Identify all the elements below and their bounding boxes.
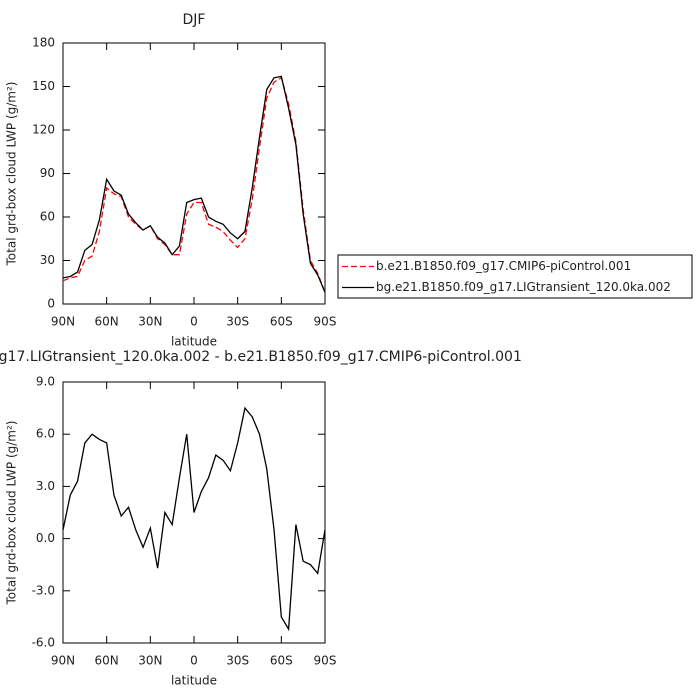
y-tick-label: 180	[32, 36, 55, 50]
data-line	[62, 406, 326, 632]
x-tick-label: 60N	[95, 315, 119, 329]
y-axis-label: Total grd-box cloud LWP (g/m²)	[5, 82, 19, 267]
x-tick-label: 90N	[51, 654, 75, 668]
chart-title: DJF	[183, 12, 206, 28]
x-tick-label: 60S	[270, 654, 293, 668]
x-tick-label: 0	[190, 654, 198, 668]
x-tick-label: 90N	[51, 315, 75, 329]
y-tick-label: 6.0	[36, 427, 55, 441]
x-axis-label: latitude	[171, 674, 217, 688]
plot-frame	[62, 42, 326, 305]
legend-box	[337, 254, 693, 299]
x-tick-label: 0	[190, 315, 198, 329]
x-tick-label: 60S	[270, 315, 293, 329]
x-axis-label: latitude	[171, 335, 217, 349]
legend-label: b.e21.B1850.f09_g17.CMIP6-piControl.001	[376, 259, 631, 273]
y-tick-label: -3.0	[32, 583, 55, 597]
y-tick-label: 60	[40, 210, 55, 224]
data-line	[62, 75, 326, 293]
y-tick-label: 90	[40, 166, 55, 180]
x-tick-label: 30S	[226, 315, 249, 329]
x-tick-label: 30N	[138, 315, 162, 329]
data-line	[62, 76, 326, 293]
y-tick-label: 9.0	[36, 375, 55, 389]
y-tick-label: -6.0	[32, 636, 55, 650]
x-tick-label: 90S	[314, 315, 337, 329]
y-tick-label: 0.0	[36, 531, 55, 545]
y-tick-label: 120	[32, 123, 55, 137]
chart-title: bg.e21.B1850.f09_g17.LIGtransient_120.0k…	[0, 349, 522, 365]
y-tick-label: 3.0	[36, 479, 55, 493]
x-tick-label: 30N	[138, 654, 162, 668]
x-tick-label: 30S	[226, 654, 249, 668]
x-tick-label: 90S	[314, 654, 337, 668]
y-tick-label: 150	[32, 79, 55, 93]
y-axis-label: Total grd-box cloud LWP (g/m²)	[5, 421, 19, 606]
y-tick-label: 0	[47, 297, 55, 311]
legend-label: bg.e21.B1850.f09_g17.LIGtransient_120.0k…	[376, 280, 671, 294]
y-tick-label: 30	[40, 253, 55, 267]
x-tick-label: 60N	[95, 654, 119, 668]
